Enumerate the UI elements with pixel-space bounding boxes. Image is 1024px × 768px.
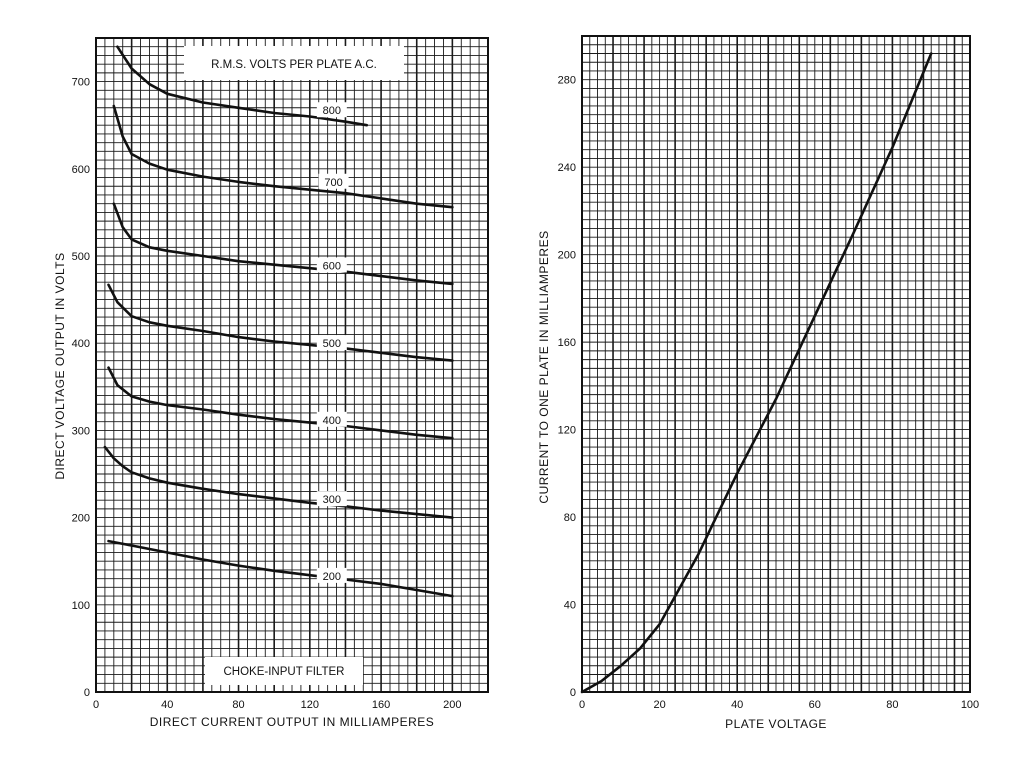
right-chart-grid <box>581 35 971 693</box>
left-chart-x-ticks: 0 40 80 120 160 200 <box>93 699 462 711</box>
series-label-800: 800 <box>323 105 341 117</box>
series-line-700 <box>112 104 454 209</box>
series-line-500 <box>107 283 454 362</box>
series-label-700: 700 <box>324 177 342 189</box>
series-label-background <box>318 173 349 189</box>
series-label-background <box>316 491 347 507</box>
right-y-axis-title: CURRENT TO ONE PLATE IN MILLIAMPERES <box>537 230 551 503</box>
series-line-400 <box>107 366 454 440</box>
x-tick-label: 0 <box>93 699 99 711</box>
x-tick-label: 60 <box>809 699 821 711</box>
right-chart-series <box>580 52 933 694</box>
filter-annotation: CHOKE-INPUT FILTER <box>224 666 345 678</box>
x-tick-label: 40 <box>161 699 173 711</box>
left-chart-grid <box>95 37 489 693</box>
series-label-background <box>316 102 347 118</box>
y-tick-label: 600 <box>72 164 90 176</box>
series-label-200: 200 <box>323 571 341 583</box>
left-x-axis-title: DIRECT CURRENT OUTPUT IN MILLIAMPERES <box>150 715 435 729</box>
legend-title: R.M.S. VOLTS PER PLATE A.C. <box>211 59 377 71</box>
y-tick-label: 240 <box>558 162 576 174</box>
y-tick-label: 200 <box>558 250 576 262</box>
y-tick-label: 280 <box>558 75 576 87</box>
y-tick-label: 120 <box>558 425 576 437</box>
series-label-background <box>316 411 347 427</box>
series-line <box>580 52 933 694</box>
right-chart-x-ticks: 0 20 40 60 80 100 <box>579 699 979 711</box>
y-tick-label: 400 <box>72 338 90 350</box>
left-chart-panel: 0 40 80 120 160 200 0 100 200 300 400 500 600 700 80… <box>53 37 489 729</box>
series-label-background <box>316 567 347 583</box>
x-tick-label: 40 <box>731 699 743 711</box>
plot-frame <box>581 35 971 693</box>
x-tick-label: 80 <box>232 699 244 711</box>
x-tick-label: 200 <box>443 699 461 711</box>
series-label-400: 400 <box>323 415 341 427</box>
x-tick-label: 80 <box>886 699 898 711</box>
right-chart-y-ticks: 0 40 80 120 160 200 240 280 <box>558 75 576 699</box>
y-tick-label: 160 <box>558 337 576 349</box>
left-chart-series <box>103 45 454 598</box>
y-tick-label: 0 <box>84 687 90 699</box>
right-chart-panel: 0 20 40 60 80 100 0 40 80 120 160 200 240 280 PLATE … <box>537 35 979 731</box>
filter-annotation-box: CHOKE-INPUT FILTER <box>205 657 363 685</box>
x-tick-label: 0 <box>579 699 585 711</box>
series-label-500: 500 <box>323 338 341 350</box>
y-tick-label: 700 <box>72 77 90 89</box>
left-chart-y-ticks: 0 100 200 300 400 500 600 700 <box>72 77 90 699</box>
left-y-axis-title: DIRECT VOLTAGE OUTPUT IN VOLTS <box>53 252 67 479</box>
series-line-600 <box>112 202 454 286</box>
y-tick-label: 40 <box>564 600 576 612</box>
y-tick-label: 500 <box>72 251 90 263</box>
series-line-300 <box>103 445 454 519</box>
series-label-300: 300 <box>323 494 341 506</box>
y-tick-label: 200 <box>72 513 90 525</box>
y-tick-label: 300 <box>72 425 90 437</box>
x-tick-label: 160 <box>372 699 390 711</box>
x-tick-label: 100 <box>961 699 979 711</box>
x-tick-label: 120 <box>301 699 319 711</box>
series-line-800 <box>116 45 369 127</box>
left-chart-series-labels: 800 700 600 500 400 300 200 <box>316 102 349 583</box>
plot-frame <box>95 37 489 693</box>
legend-title-box: R.M.S. VOLTS PER PLATE A.C. <box>184 46 404 80</box>
y-tick-label: 100 <box>72 600 90 612</box>
series-label-background <box>316 257 347 273</box>
series-line-200 <box>107 539 454 598</box>
y-tick-label: 80 <box>564 512 576 524</box>
right-x-axis-title: PLATE VOLTAGE <box>725 717 827 731</box>
series-label-background <box>316 335 347 351</box>
series-label-600: 600 <box>323 260 341 272</box>
y-tick-label: 0 <box>570 687 576 699</box>
x-tick-label: 20 <box>653 699 665 711</box>
